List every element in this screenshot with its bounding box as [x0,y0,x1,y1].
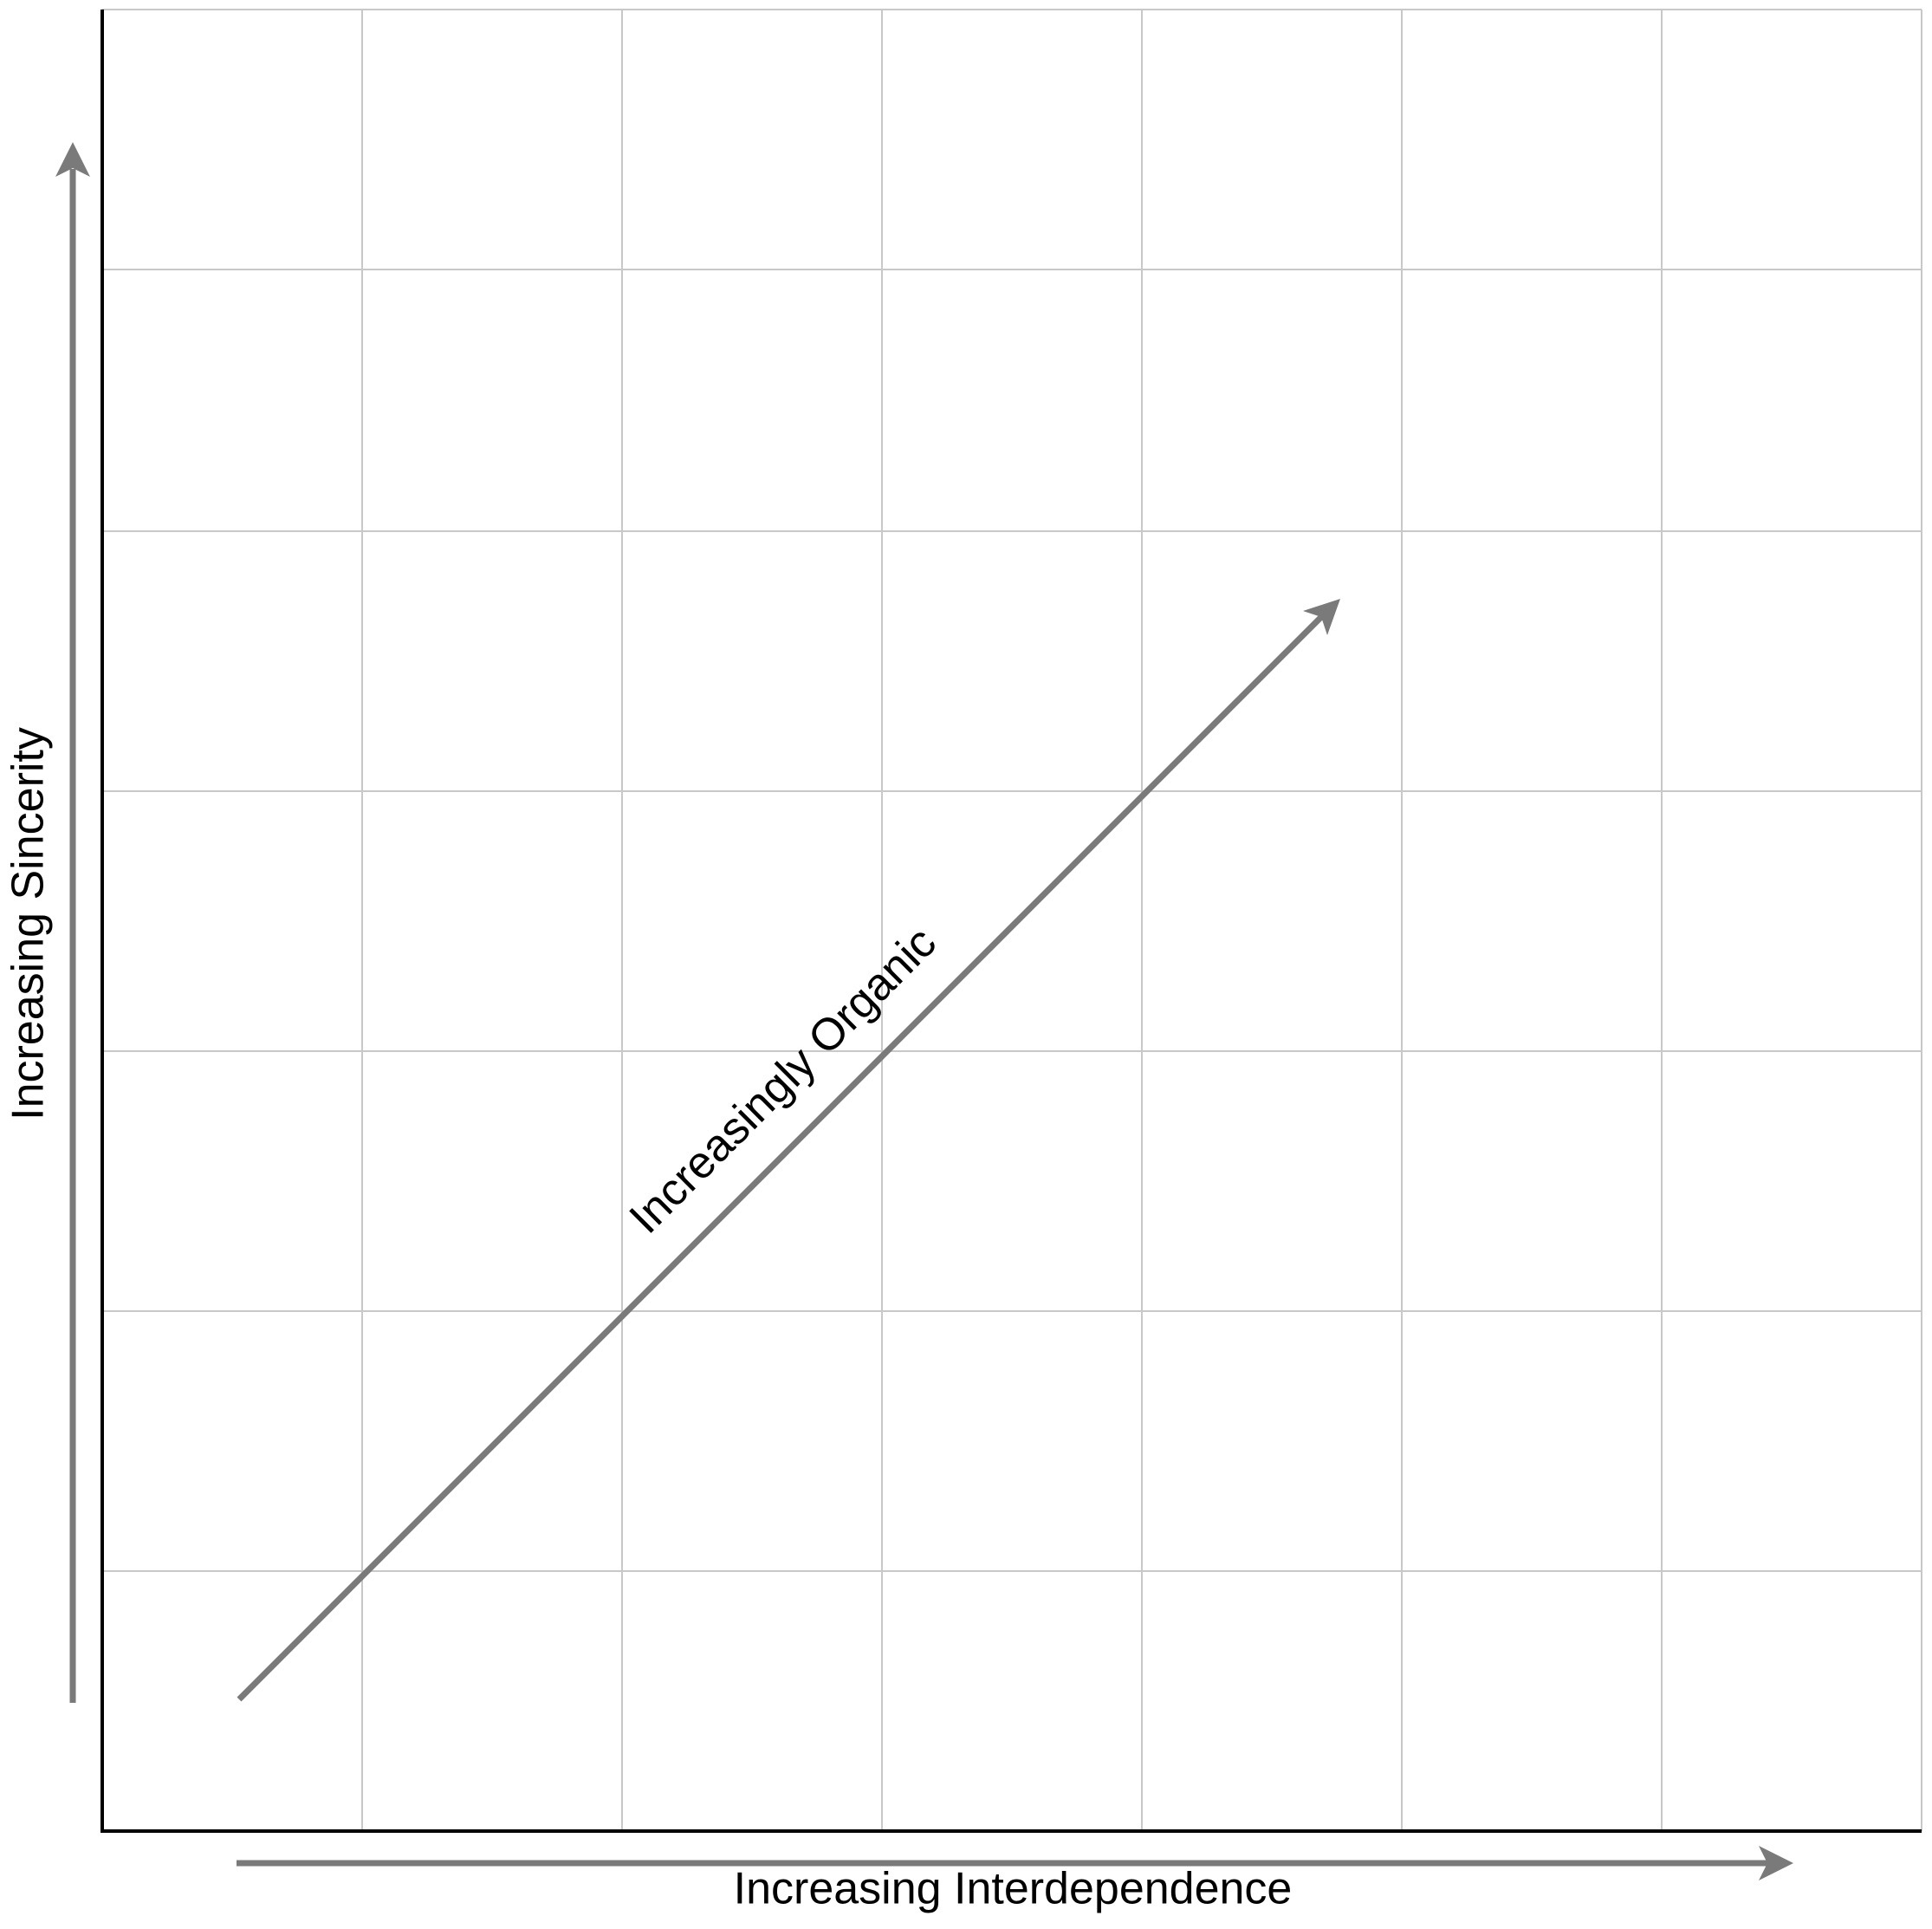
y-axis-label: Increasing Sincerity [3,727,54,1120]
x-arrow-head [1759,1846,1793,1880]
diagonal-label: Increasingly Organic [620,918,946,1244]
y-arrow-head [55,142,90,177]
diagonal-arrow-head [1303,599,1340,635]
diagonal-arrow [237,614,1324,1702]
x-axis-label: Increasing Interdependence [734,1864,1293,1914]
grid [102,9,1922,1831]
